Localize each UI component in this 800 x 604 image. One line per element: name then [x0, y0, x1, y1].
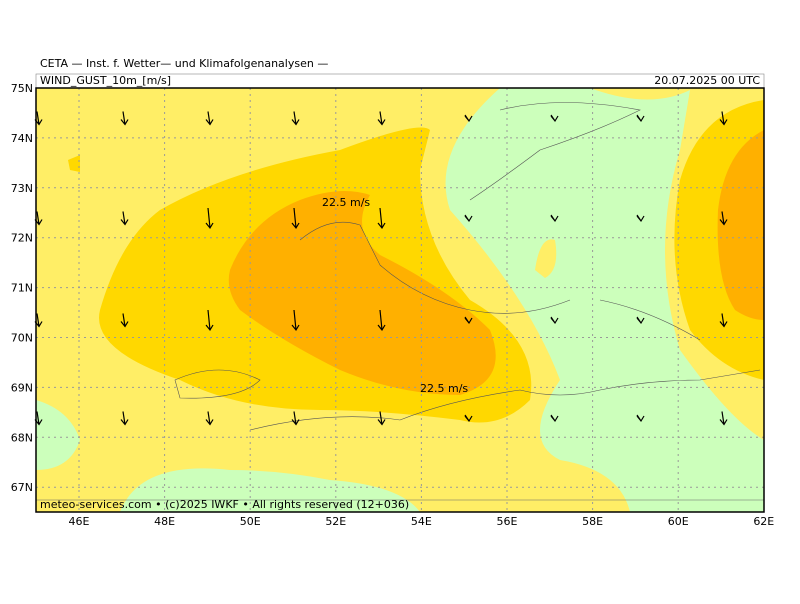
wind-arrow — [291, 411, 300, 426]
wind-arrow — [291, 207, 300, 230]
wind-arrow — [291, 309, 300, 332]
contour-label: 22.5 m/s — [420, 382, 468, 395]
wind-arrow — [719, 111, 728, 126]
wind-arrow — [377, 309, 386, 332]
field — [36, 88, 764, 512]
lon-label: 62E — [753, 515, 774, 528]
wind-arrow — [291, 111, 300, 126]
lon-label: 48E — [154, 515, 175, 528]
wind-arrow — [636, 214, 645, 223]
wind-arrow — [205, 411, 214, 426]
wind-arrow — [719, 313, 728, 328]
lon-label: 58E — [582, 515, 603, 528]
wind-arrow — [464, 214, 473, 223]
valid-time: 20.07.2025 00 UTC — [654, 74, 760, 87]
map-frame — [35, 87, 765, 513]
wind-arrow — [120, 313, 129, 328]
wind-arrow — [120, 411, 129, 426]
wind-arrow — [464, 114, 473, 123]
lat-label: 72N — [11, 232, 33, 245]
low-wind-area — [445, 88, 764, 512]
wind-arrow — [636, 316, 645, 325]
lon-label: 46E — [69, 515, 90, 528]
lon-label: 54E — [411, 515, 432, 528]
wind-arrow — [719, 211, 728, 226]
wind-arrow — [377, 207, 386, 230]
graticule: 75N 74N 73N 72N 71N 70N 69N 68N 67N 46E 48E 50E 52E 5… — [11, 82, 775, 528]
lat-label: 71N — [11, 282, 33, 295]
footer: meteo-services.com • (c)2025 IWKF • All … — [40, 498, 409, 511]
lat-label: 67N — [11, 481, 33, 494]
wind-arrow — [464, 414, 473, 423]
wind-arrow — [550, 214, 559, 223]
wind-arrow — [636, 414, 645, 423]
peak-wind-area — [228, 191, 496, 395]
lon-label: 50E — [240, 515, 261, 528]
wind-arrow — [377, 411, 386, 426]
wind-arrow — [205, 111, 214, 126]
wind-area — [535, 239, 557, 278]
wind-arrow — [550, 414, 559, 423]
wind-arrow — [636, 114, 645, 123]
wind-arrow — [719, 411, 728, 426]
lon-label: 60E — [668, 515, 689, 528]
title: CETA — Inst. f. Wetter— und Klimafolgena… — [40, 57, 328, 70]
coastline — [174, 102, 761, 431]
lat-label: 74N — [11, 132, 33, 145]
strong-wind-area — [68, 155, 80, 172]
lat-label: 70N — [11, 332, 33, 345]
lat-label: 73N — [11, 182, 33, 195]
wind-arrow — [464, 316, 473, 325]
wind-arrow — [205, 207, 214, 230]
low-wind-area — [36, 400, 80, 470]
peak-wind-area — [717, 130, 764, 320]
wind-arrow — [205, 309, 214, 332]
wind-arrow — [120, 111, 129, 126]
lon-label: 56E — [497, 515, 518, 528]
lon-label: 52E — [325, 515, 346, 528]
lat-label: 68N — [11, 431, 33, 444]
low-wind-area — [120, 468, 420, 512]
lat-label: 69N — [11, 381, 33, 394]
wind-arrow — [550, 114, 559, 123]
contour-label: 22.5 m/s — [322, 196, 370, 209]
wind-arrows — [34, 111, 728, 426]
wind-arrow — [120, 211, 129, 226]
wind-arrow — [550, 316, 559, 325]
lat-label: 75N — [11, 82, 33, 95]
wind-arrow — [377, 111, 386, 126]
variable: WIND_GUST_10m_[m/s] — [40, 74, 171, 87]
